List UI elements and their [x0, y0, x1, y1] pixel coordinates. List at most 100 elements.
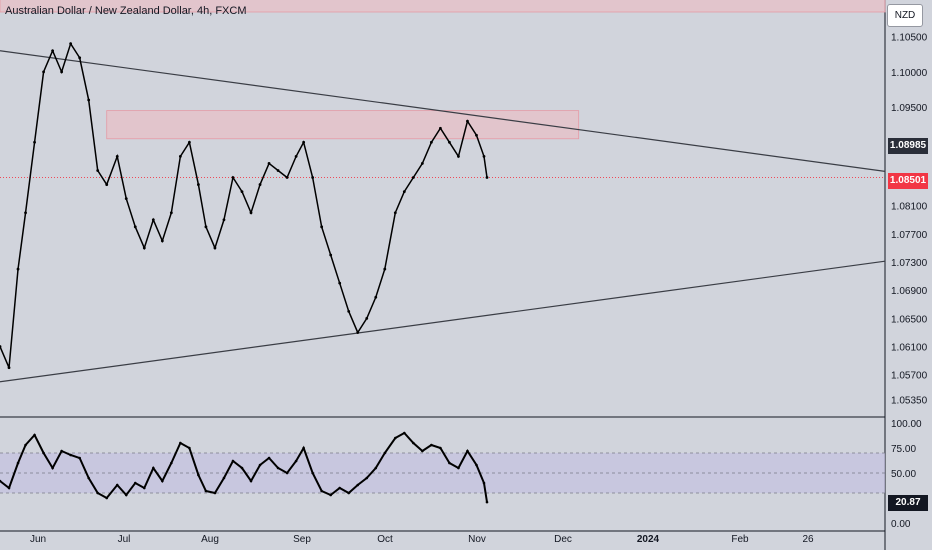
price-tick-label: 1.07700	[891, 230, 928, 241]
rsi-point	[213, 491, 217, 495]
price-point	[151, 218, 155, 222]
price-point	[429, 140, 433, 144]
price-point	[338, 281, 342, 285]
rsi-point	[69, 453, 72, 457]
rsi-point	[24, 443, 27, 447]
rsi-point	[294, 459, 298, 463]
price-point	[448, 140, 451, 144]
rsi-point	[60, 449, 63, 453]
rsi-point	[16, 461, 20, 465]
price-point	[356, 331, 360, 334]
rsi-point	[142, 486, 146, 490]
time-tick-label: Jul	[118, 534, 131, 545]
rsi-point	[285, 471, 289, 475]
price-tick-label: 1.06500	[891, 314, 928, 325]
rsi-tick-label: 100.00	[891, 419, 922, 430]
price-point	[402, 190, 406, 194]
price-tick-label: 1.05700	[891, 371, 928, 382]
price-point	[133, 225, 137, 229]
time-tick-label: Jun	[30, 534, 46, 545]
rsi-point	[96, 491, 100, 495]
rsi-point	[115, 483, 119, 487]
time-tick-label: 26	[802, 534, 814, 545]
resistance-zone	[106, 110, 580, 140]
rsi-point	[161, 479, 164, 483]
price-point	[231, 176, 235, 179]
price-point	[7, 366, 11, 370]
price-tick-label: 1.07300	[891, 258, 928, 269]
time-tick-label: Oct	[377, 534, 393, 545]
price-tick-label: 1.05350	[891, 395, 928, 406]
price-point	[51, 49, 55, 53]
price-point	[249, 211, 253, 215]
price-point	[240, 190, 244, 194]
price-point	[320, 225, 324, 229]
price-point	[16, 267, 20, 271]
rsi-tick-label: 75.00	[891, 444, 916, 455]
resistance-zone	[0, 0, 886, 13]
rsi-point	[78, 456, 81, 460]
price-point	[169, 211, 173, 215]
rsi-point	[42, 451, 45, 455]
price-point	[0, 345, 2, 348]
rsi-point	[249, 479, 253, 483]
rsi-point	[365, 476, 369, 480]
rsi-point	[475, 463, 478, 467]
price-point	[411, 176, 415, 179]
rsi-point	[87, 476, 90, 480]
price-series-line	[0, 41, 488, 368]
price-point	[294, 154, 298, 158]
rsi-point	[0, 479, 2, 483]
rsi-point	[302, 446, 305, 450]
price-point	[267, 162, 271, 165]
rsi-point	[356, 483, 360, 487]
rsi-point	[33, 433, 36, 437]
price-point	[258, 183, 262, 186]
rsi-point	[320, 489, 323, 493]
rsi-point	[133, 481, 137, 485]
last-price-tag: 1.08501	[888, 173, 928, 189]
price-tick-label: 1.06900	[891, 286, 928, 297]
price-point	[285, 176, 289, 179]
rsi-point	[394, 436, 397, 440]
rsi-point	[204, 489, 208, 493]
price-tick-label: 1.09500	[891, 103, 928, 114]
price-point	[87, 98, 91, 102]
rsi-point	[222, 476, 226, 480]
price-point	[60, 70, 64, 74]
price-point	[466, 119, 469, 123]
rsi-point	[276, 466, 280, 470]
rsi-point	[170, 461, 173, 465]
rsi-tick-label: 0.00	[891, 519, 911, 530]
price-point	[329, 253, 333, 257]
time-tick-label: 2024	[637, 534, 660, 545]
price-point	[213, 246, 217, 250]
price-point	[78, 56, 82, 60]
trendline	[0, 260, 886, 383]
price-point	[347, 309, 351, 313]
price-point	[365, 316, 369, 320]
currency-button[interactable]: NZD	[887, 4, 923, 27]
time-tick-label: Dec	[554, 534, 572, 545]
price-tag: 1.08985	[888, 138, 928, 154]
rsi-point	[7, 486, 11, 490]
price-point	[485, 176, 489, 179]
rsi-point	[267, 456, 271, 460]
rsi-point	[152, 466, 155, 470]
rsi-point	[188, 446, 191, 450]
time-tick-label: Nov	[468, 534, 486, 545]
trendline	[0, 50, 886, 172]
price-point	[393, 211, 397, 215]
rsi-point	[51, 466, 54, 470]
rsi-point	[403, 431, 406, 435]
rsi-point	[179, 441, 182, 445]
rsi-series-line	[0, 431, 488, 503]
chart-title: Australian Dollar / New Zealand Dollar, …	[5, 5, 247, 17]
price-point	[204, 225, 208, 229]
rsi-point	[240, 466, 244, 470]
rsi-point	[485, 500, 489, 504]
rsi-band	[0, 453, 885, 493]
price-point	[105, 183, 109, 186]
price-point	[33, 140, 36, 144]
